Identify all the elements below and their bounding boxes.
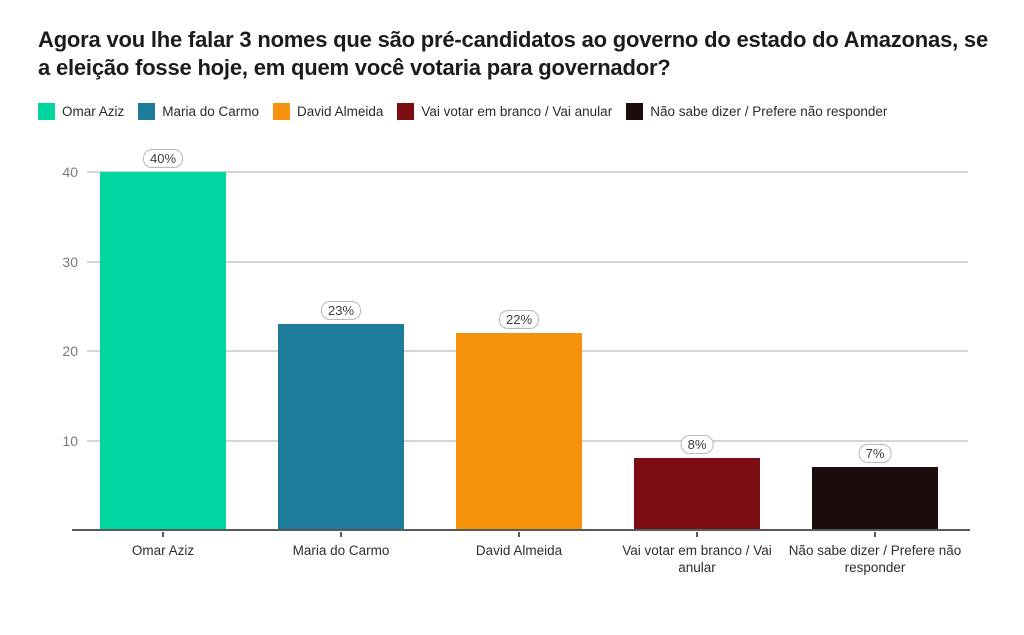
legend-swatch-icon xyxy=(397,103,415,120)
legend-item-david-almeida: David Almeida xyxy=(273,103,383,120)
x-axis-category-label-nao-sabe-dizer-prefere-nao-responder: Não sabe dizer / Prefere não responder xyxy=(788,543,962,575)
legend-item-omar-aziz: Omar Aziz xyxy=(38,103,124,120)
legend: Omar Aziz Maria do Carmo David Almeida Vai … xyxy=(38,103,901,120)
bar-value-label-omar-aziz: 40% xyxy=(142,149,184,168)
legend-item-nao-sabe-dizer-prefere-nao-responder: Não sabe dizer / Prefere não responder xyxy=(626,103,887,120)
x-axis-tick-omar-aziz xyxy=(162,532,164,537)
legend-label: David Almeida xyxy=(297,104,384,119)
bar-vai-votar-em-branco-vai-anular[interactable] xyxy=(634,458,760,530)
x-axis-category-label-david-almeida: David Almeida xyxy=(475,543,563,558)
x-axis-tick-vai-votar-em-branco-vai-anular xyxy=(696,532,698,537)
bar-value-label-nao-sabe-dizer-prefere-nao-responder: 7% xyxy=(858,444,892,464)
gridline-40 xyxy=(87,171,968,173)
plot-area: 10 20 30 40 40% Omar Aziz 23% Maria do Carmo 22%… xyxy=(62,149,970,575)
legend-label: Maria do Carmo xyxy=(162,104,260,119)
x-axis-tick-david-almeida xyxy=(518,532,520,537)
x-axis-category-label-omar-aziz: Omar Aziz xyxy=(131,543,195,558)
x-axis-tick-maria-do-carmo xyxy=(340,532,342,537)
legend-label: Omar Aziz xyxy=(62,104,125,119)
y-axis-label-40: 40 xyxy=(62,164,78,180)
legend-label: Vai votar em branco / Vai anular xyxy=(421,104,613,119)
legend-swatch-icon xyxy=(626,103,644,120)
bar-value-label-maria-do-carmo: 23% xyxy=(320,301,362,321)
y-axis-label-30: 30 xyxy=(62,253,78,270)
bar-value-label-vai-votar-em-branco-vai-anular: 8% xyxy=(680,435,714,455)
x-axis-category-label-maria-do-carmo: Maria do Carmo xyxy=(292,543,390,558)
bar-omar-aziz[interactable] xyxy=(100,172,226,530)
legend-swatch-icon xyxy=(38,103,55,120)
x-axis-category-label-vai-votar-em-branco-vai-anular: Vai votar em branco / Vai anular xyxy=(622,543,772,575)
chart-title: Agora vou lhe falar 3 nomes que são pré-… xyxy=(38,27,988,80)
legend-swatch-icon xyxy=(138,103,156,120)
x-axis-tick-nao-sabe-dizer-prefere-nao-responder xyxy=(874,532,876,537)
y-axis-label-20: 20 xyxy=(62,343,78,359)
x-axis-baseline xyxy=(72,529,970,531)
gridline-30 xyxy=(87,260,968,263)
legend-label: Não sabe dizer / Prefere não responder xyxy=(650,104,888,119)
legend-item-vai-votar-em-branco-vai-anular: Vai votar em branco / Vai anular xyxy=(397,103,612,120)
bar-david-almeida[interactable] xyxy=(456,333,582,530)
bar-value-label-david-almeida: 22% xyxy=(498,310,540,330)
bar-nao-sabe-dizer-prefere-nao-responder[interactable] xyxy=(812,467,938,530)
legend-item-maria-do-carmo: Maria do Carmo xyxy=(138,103,259,120)
y-axis-label-10: 10 xyxy=(62,432,78,449)
bar-maria-do-carmo[interactable] xyxy=(278,324,404,530)
legend-swatch-icon xyxy=(273,103,291,120)
